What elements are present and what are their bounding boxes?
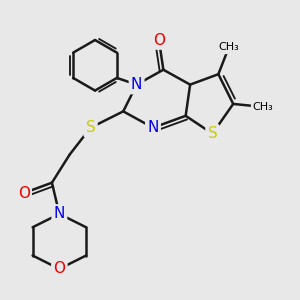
Text: N: N	[54, 206, 65, 221]
Text: N: N	[147, 120, 159, 135]
Text: S: S	[86, 120, 95, 135]
Text: CH₃: CH₃	[218, 43, 239, 52]
Text: S: S	[208, 126, 217, 141]
Text: O: O	[18, 186, 30, 201]
Text: O: O	[53, 261, 65, 276]
Text: O: O	[153, 32, 165, 47]
Text: CH₃: CH₃	[253, 102, 273, 112]
Text: N: N	[131, 77, 142, 92]
